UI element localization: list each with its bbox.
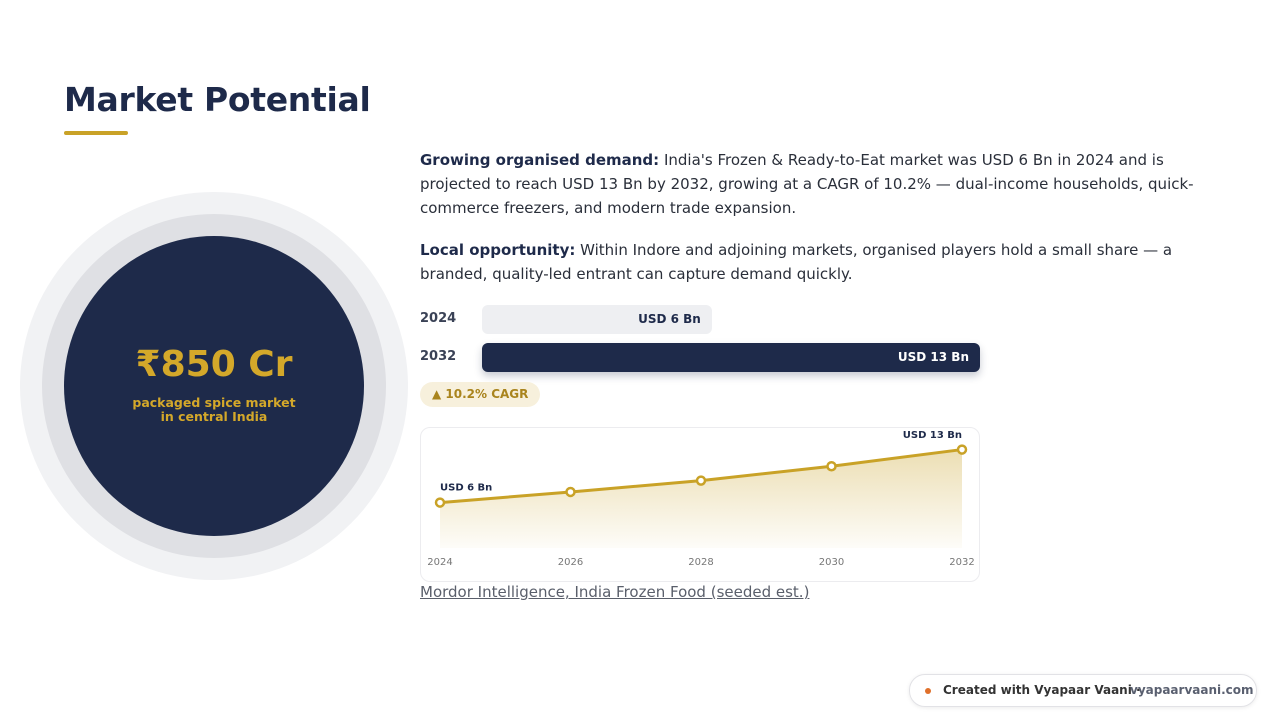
point-label: USD 13 Bn — [903, 430, 962, 441]
paragraph: Growing organised demand: India's Frozen… — [420, 148, 1220, 220]
paragraph-lead: Local opportunity: — [420, 241, 576, 259]
stat-value: ₹850 Cr — [135, 344, 293, 385]
x-tick-label: 2026 — [558, 557, 583, 568]
area — [440, 449, 962, 548]
source-link[interactable]: Mordor Intelligence, India Frozen Food (… — [420, 583, 810, 601]
point — [565, 486, 576, 498]
bar: USD 13 Bn — [482, 343, 980, 372]
point — [434, 497, 446, 508]
footer-link[interactable]: vyapaarvaani.com — [1130, 683, 1254, 697]
line-chart: 2024 2026 2028 2030 2032 USD 6 Bn USD 13 Bn — [427, 430, 974, 568]
x-tick-label: 2024 — [427, 557, 452, 568]
point — [826, 460, 837, 472]
paragraph-text: Within Indore and adjoining markets, org… — [420, 241, 1173, 283]
x-tick-label: 2028 — [688, 557, 713, 568]
footer-badge: Created with Vyapaar Vaani · vyapaarvaan… — [909, 674, 1257, 707]
bar-value-label: USD 6 Bn — [638, 312, 701, 326]
title-underline — [64, 131, 128, 135]
footer-dot — [925, 688, 931, 694]
bar-category: 2032 — [420, 349, 457, 364]
stat-circle — [20, 192, 408, 580]
stat-caption: packaged spice market in central India — [132, 395, 296, 424]
point — [956, 444, 968, 455]
point — [695, 475, 707, 486]
paragraph-lead: Growing organised demand: — [420, 151, 660, 169]
cagr-badge: ▲ 10.2% CAGR — [420, 382, 541, 407]
point-label: USD 6 Bn — [440, 483, 492, 494]
x-tick-label: 2030 — [819, 557, 844, 568]
footer-text: Created with Vyapaar Vaani · — [943, 683, 1141, 697]
bar-value-label: USD 13 Bn — [897, 350, 969, 364]
paragraph-text: India's Frozen & Ready-to-Eat market was… — [420, 151, 1194, 217]
title: Market Potential — [64, 80, 371, 119]
x-tick-label: 2032 — [949, 557, 974, 568]
bar: USD 6 Bn — [482, 305, 712, 334]
paragraph: Local opportunity: Within Indore and adj… — [420, 238, 1220, 286]
line-chart-card: 2024 2026 2028 2030 2032 USD 6 Bn USD 13 Bn — [420, 427, 980, 582]
bar-category: 2024 — [420, 311, 457, 326]
